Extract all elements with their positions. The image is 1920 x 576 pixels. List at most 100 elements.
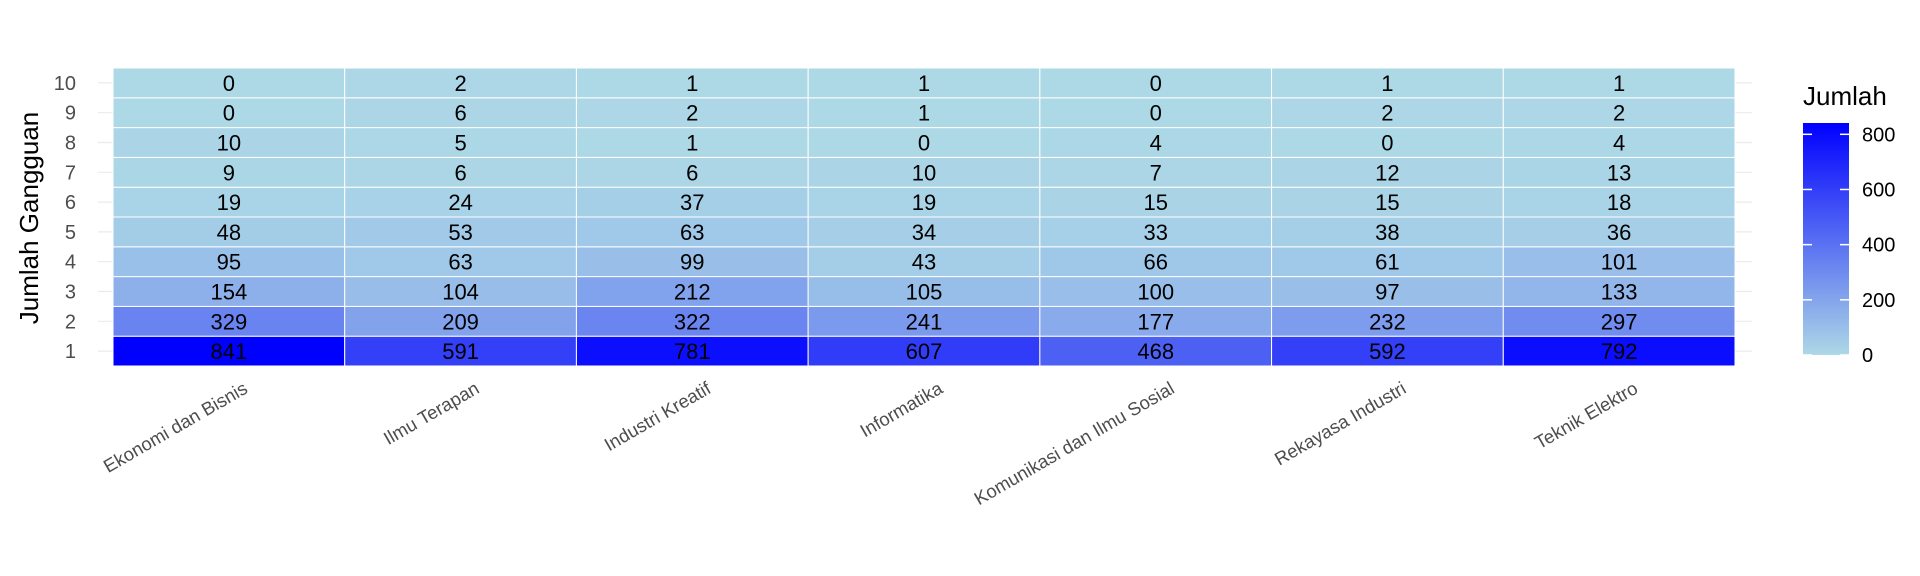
x-axis-ticks: Ekonomi dan Bisnis Ilmu Terapan Industri K… xyxy=(100,377,1642,509)
cell-value-label: 133 xyxy=(1601,280,1638,305)
cell-value-label: 12 xyxy=(1375,160,1399,185)
cell-value-label: 13 xyxy=(1607,160,1631,185)
cell-value-label: 297 xyxy=(1601,309,1638,334)
x-tick-label: Rekayasa Industri xyxy=(1271,377,1410,469)
cell-value-label: 209 xyxy=(442,309,479,334)
cell-value-label: 0 xyxy=(1150,71,1162,96)
cell-value-label: 841 xyxy=(210,339,247,364)
cell-value-label: 95 xyxy=(217,250,241,275)
cell-value-label: 0 xyxy=(1381,131,1393,156)
cell-value-label: 104 xyxy=(442,280,479,305)
cell-value-label: 0 xyxy=(918,131,930,156)
heatmap-cell xyxy=(807,246,1041,278)
cell-value-label: 18 xyxy=(1607,190,1631,215)
x-tick-label: Komunikasi dan Ilmu Sosial xyxy=(970,377,1177,509)
cell-value-label: 36 xyxy=(1607,220,1631,245)
heatmap-cell xyxy=(575,97,809,129)
cell-value-label: 322 xyxy=(674,309,711,334)
cell-value-label: 48 xyxy=(217,220,241,245)
heatmap-cell xyxy=(344,216,577,248)
cell-value-label: 63 xyxy=(680,220,704,245)
heatmap-cells xyxy=(112,67,1736,367)
cell-value-label: 34 xyxy=(912,220,936,245)
cell-value-label: 177 xyxy=(1137,309,1174,334)
heatmap-cell xyxy=(112,67,346,99)
heatmap-cell xyxy=(344,156,577,188)
cell-value-label: 6 xyxy=(686,160,698,185)
cell-value-label: 38 xyxy=(1375,220,1399,245)
heatmap-cell xyxy=(1271,97,1504,129)
cell-value-label: 105 xyxy=(906,280,943,305)
cell-value-label: 1 xyxy=(686,131,698,156)
cell-value-label: 10 xyxy=(217,131,241,156)
cell-value-label: 232 xyxy=(1369,309,1406,334)
cell-value-label: 10 xyxy=(912,160,936,185)
cell-value-label: 1 xyxy=(918,101,930,126)
heatmap-cell xyxy=(1502,127,1736,158)
heatmap-cell xyxy=(1039,127,1273,158)
heatmap-cell xyxy=(344,67,577,99)
heatmap-cell xyxy=(1271,246,1504,278)
heatmap-cell xyxy=(344,186,577,218)
heatmap-cell xyxy=(807,156,1041,188)
cell-value-label: 4 xyxy=(1613,131,1625,156)
heatmap-cell xyxy=(1502,156,1736,188)
y-tick-label: 5 xyxy=(65,222,76,244)
heatmap-cell xyxy=(344,305,577,337)
cell-value-label: 1 xyxy=(686,71,698,96)
cell-value-label: 9 xyxy=(223,160,235,185)
cell-value-label: 2 xyxy=(686,101,698,126)
heatmap-cell xyxy=(1039,305,1273,337)
cell-value-label: 37 xyxy=(680,190,704,215)
legend-color-bar xyxy=(1803,123,1849,355)
x-tick-label: Teknik Elektro xyxy=(1531,377,1641,453)
heatmap-cell xyxy=(575,127,809,158)
y-tick-label: 8 xyxy=(65,133,76,155)
cell-value-label: 4 xyxy=(1150,131,1162,156)
cell-value-label: 1 xyxy=(1613,71,1625,96)
y-tick-label: 4 xyxy=(65,252,76,274)
cell-value-label: 19 xyxy=(912,190,936,215)
cell-value-label: 0 xyxy=(223,71,235,96)
heatmap-cell xyxy=(1039,67,1273,99)
heatmap-cell xyxy=(575,67,809,99)
cell-value-label: 0 xyxy=(223,101,235,126)
cell-value-label: 468 xyxy=(1137,339,1174,364)
x-tick-label: Industri Kreatif xyxy=(600,377,715,455)
y-tick-label: 9 xyxy=(65,103,76,125)
cell-value-label: 7 xyxy=(1150,160,1162,185)
legend-tick-label: 600 xyxy=(1862,179,1895,201)
legend-tick-label: 0 xyxy=(1862,345,1873,367)
heatmap-cell xyxy=(112,305,346,337)
cell-value-label: 241 xyxy=(906,309,943,334)
heatmap-cell xyxy=(344,276,577,307)
heatmap-cell xyxy=(1271,276,1504,307)
heatmap-cell xyxy=(1039,246,1273,278)
y-tick-label: 3 xyxy=(65,282,76,304)
heatmap-cell xyxy=(1039,186,1273,218)
heatmap-cell xyxy=(1502,246,1736,278)
heatmap-cell xyxy=(1271,156,1504,188)
heatmap-cell xyxy=(807,186,1041,218)
cell-value-label: 607 xyxy=(906,339,943,364)
legend-ticks: 0 200 400 600 800 xyxy=(1803,124,1895,367)
cell-value-label: 2 xyxy=(1381,101,1393,126)
heatmap-cell xyxy=(575,305,809,337)
heatmap-cell xyxy=(1502,186,1736,218)
heatmap-cell xyxy=(1271,335,1504,367)
legend-tick-label: 800 xyxy=(1862,124,1895,146)
cell-value-label: 6 xyxy=(454,160,466,185)
cell-value-label: 33 xyxy=(1143,220,1167,245)
heatmap-cell xyxy=(807,127,1041,158)
cell-value-label: 1 xyxy=(918,71,930,96)
cell-value-label: 329 xyxy=(210,309,247,334)
heatmap-cell xyxy=(1502,335,1736,367)
y-tick-label: 7 xyxy=(65,162,76,184)
heatmap-cell xyxy=(807,305,1041,337)
y-axis-ticks: 1 2 3 4 5 6 7 8 9 10 xyxy=(54,73,76,363)
heatmap-cell xyxy=(807,335,1041,367)
legend-title: Jumlah xyxy=(1803,81,1887,111)
cell-value-label: 66 xyxy=(1143,250,1167,275)
